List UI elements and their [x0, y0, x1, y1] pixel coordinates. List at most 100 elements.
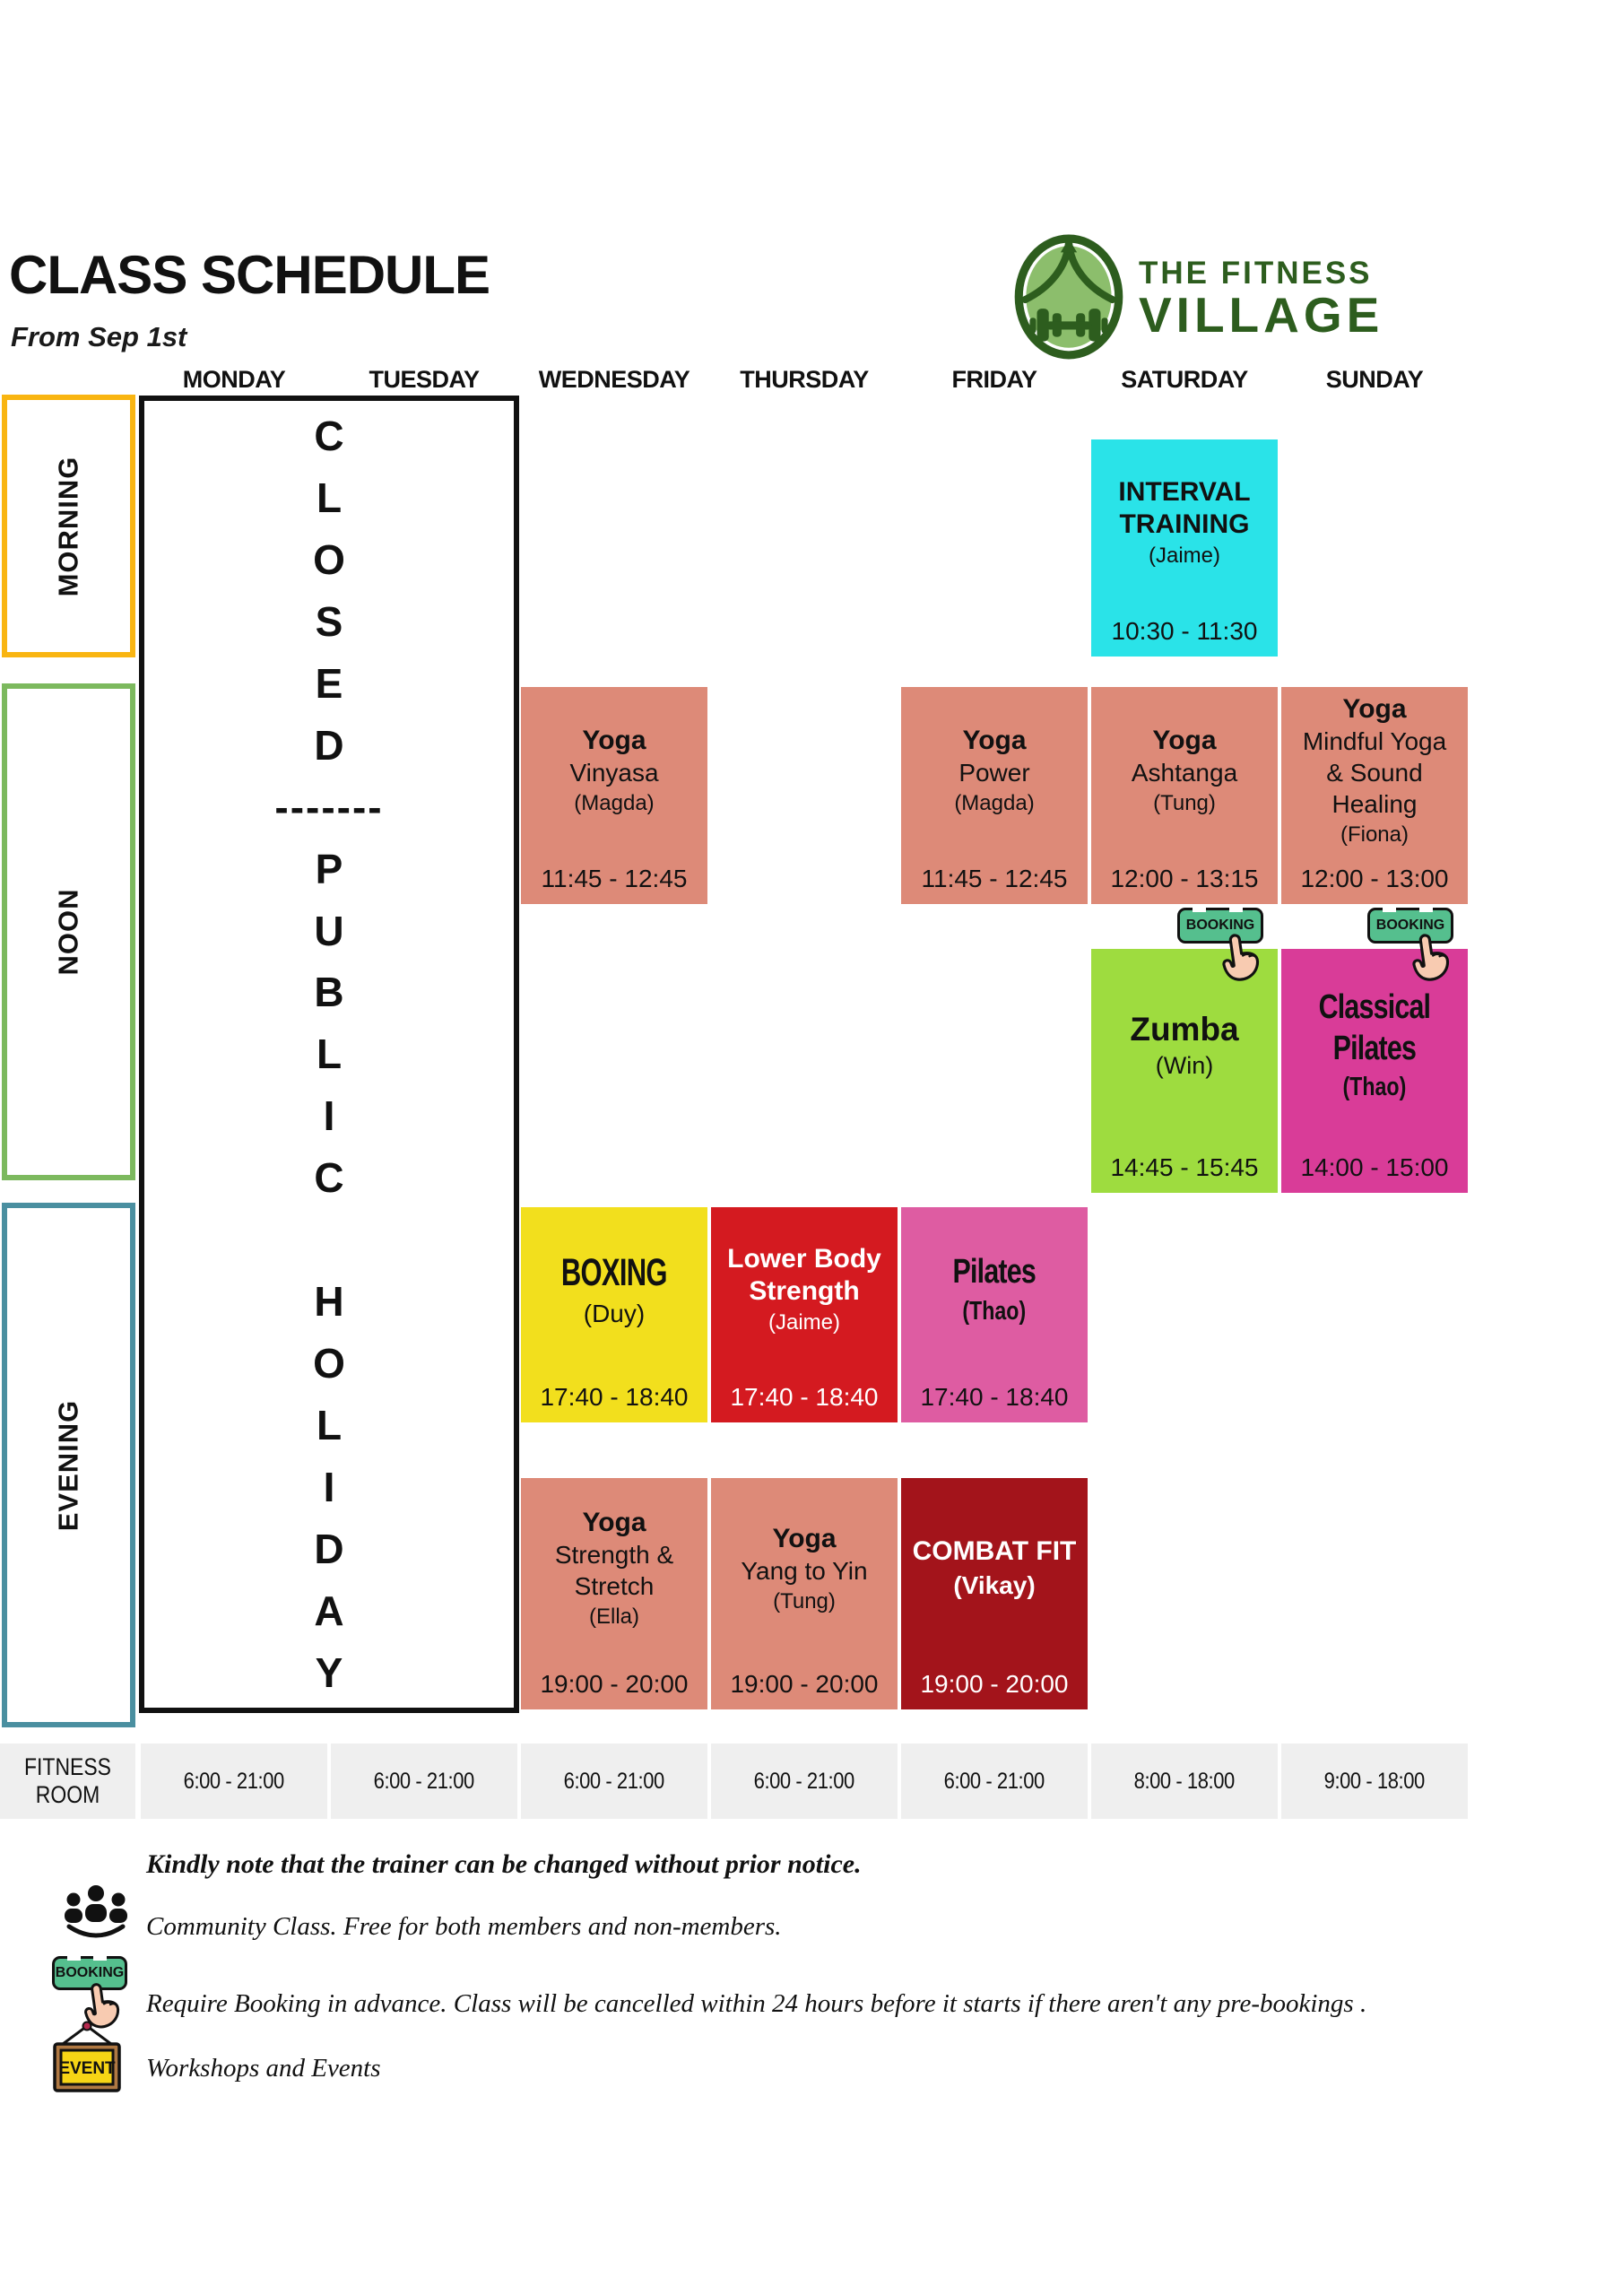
class-cell-evening2-thursday: Yoga Yang to Yin (Tung) 19:00 - 20:00 [711, 1478, 898, 1709]
logo: THE FITNESS VILLAGE [1011, 231, 1442, 366]
class-name: COMBAT FIT [912, 1536, 1077, 1567]
closed-block-letter: L [316, 1031, 343, 1078]
closed-block-letter: O [313, 1340, 345, 1387]
class-name: Yoga [1342, 693, 1407, 724]
day-header-tuesday: TUESDAY [369, 366, 480, 393]
fitness-room-time: 8:00 - 18:00 [1133, 1768, 1236, 1794]
tent-dumbbell-logo-icon [1011, 230, 1126, 368]
closed-block-letter: O [313, 535, 345, 583]
class-name: Lower Body Strength [727, 1244, 881, 1307]
class-name: BOXING [561, 1250, 668, 1294]
closed-block-letter: Y [315, 1648, 343, 1696]
class-time: 11:45 - 12:45 [541, 865, 688, 892]
trainer-change-note: Kindly note that the trainer can be chan… [146, 1849, 862, 1879]
fitness-room-hours-monday: 6:00 - 21:00 [141, 1744, 327, 1819]
class-time: 12:00 - 13:00 [1300, 865, 1449, 892]
class-cell-body: Yoga Mindful Yoga & Sound Healing (Fiona) [1303, 693, 1446, 850]
class-time: 10:30 - 11:30 [1111, 617, 1258, 645]
badge-notch [1193, 906, 1206, 912]
fitness-room-time: 9:00 - 18:00 [1323, 1768, 1426, 1794]
class-cell-body: BOXING (Duy) [541, 1250, 688, 1332]
community-people-icon [63, 1883, 129, 1951]
fitness-room-hours-tuesday: 6:00 - 21:00 [331, 1744, 517, 1819]
class-trainer: (Magda) [954, 790, 1035, 815]
class-trainer: (Vikay) [953, 1571, 1036, 1600]
class-cell-body: INTERVAL TRAINING (Jaime) [1118, 476, 1250, 571]
class-trainer: (Ella) [588, 1605, 639, 1630]
closed-block-letter: P [315, 845, 343, 892]
class-trainer: (Magda) [574, 790, 655, 815]
class-name: Yoga [1152, 725, 1217, 755]
class-cell-body: Yoga Power (Magda) [954, 725, 1034, 819]
class-name: Pilates [952, 1252, 1037, 1291]
class-time: 17:40 - 18:40 [540, 1383, 689, 1411]
pointer-hand-icon [75, 1978, 123, 2033]
class-time: 19:00 - 20:00 [540, 1670, 689, 1698]
class-cell-evening2-friday: COMBAT FIT (Vikay) 19:00 - 20:00 [901, 1478, 1088, 1709]
class-trainer: (Tung) [773, 1588, 836, 1613]
closed-block-letter: I [323, 1463, 335, 1510]
logo-line1: THE FITNESS [1139, 256, 1373, 291]
fitness-room-time: 6:00 - 21:00 [753, 1768, 855, 1794]
pointer-hand-icon [1213, 928, 1263, 986]
time-section-morning: MORNING [2, 395, 135, 657]
logo-wordmark: THE FITNESS VILLAGE [1139, 257, 1383, 340]
badge-notch [1229, 906, 1243, 912]
class-time: 19:00 - 20:00 [920, 1670, 1069, 1698]
class-trainer: (Tung) [1153, 790, 1216, 815]
class-cell-body: Pilates (Thao) [942, 1252, 1046, 1329]
class-subtitle: Ashtanga [1131, 758, 1238, 787]
class-cell-evening2-wednesday: Yoga Strength & Stretch (Ella) 19:00 - 20:0… [521, 1478, 707, 1709]
class-name: Yoga [582, 725, 646, 755]
booking-legend-text: Require Booking in advance. Class will b… [146, 1989, 1367, 2018]
badge-notch [1383, 906, 1396, 912]
class-name: Yoga [582, 1508, 646, 1538]
class-time: 11:45 - 12:45 [921, 865, 1068, 892]
class-time: 14:45 - 15:45 [1110, 1153, 1259, 1181]
closed-block-letter: L [316, 474, 343, 521]
closed-block-letter: H [314, 1278, 344, 1326]
fitness-room-hours-wednesday: 6:00 - 21:00 [521, 1744, 707, 1819]
class-trainer: (Fiona) [1340, 822, 1409, 847]
booking-badge: BOOKING [1177, 906, 1263, 944]
class-time: 17:40 - 18:40 [730, 1383, 879, 1411]
logo-line2: VILLAGE [1139, 287, 1384, 343]
closed-public-holiday-block: C L O S E D ------- P U B L I C H O L I D A Y [139, 396, 519, 1713]
fitness-room-time: 6:00 - 21:00 [183, 1768, 285, 1794]
fitness-room-hours-thursday: 6:00 - 21:00 [711, 1744, 898, 1819]
time-section-evening: EVENING [2, 1203, 135, 1727]
class-subtitle: Vinyasa [569, 758, 659, 787]
class-cell-body: Lower Body Strength (Jaime) [727, 1243, 881, 1338]
class-name: Yoga [772, 1523, 837, 1553]
day-header-wednesday: WEDNESDAY [538, 366, 690, 393]
class-subtitle: Yang to Yin [741, 1556, 868, 1585]
closed-block-letter: C [314, 413, 344, 459]
badge-notch [67, 1954, 81, 1961]
class-cell-noon-sunday: Yoga Mindful Yoga & Sound Healing (Fiona) 1… [1281, 687, 1468, 904]
class-cell-body: Classical Pilates (Thao) [1305, 987, 1444, 1106]
class-trainer: (Jaime) [768, 1310, 840, 1335]
class-time: 12:00 - 13:15 [1110, 865, 1259, 892]
class-trainer: (Jaime) [1148, 544, 1220, 569]
closed-block-letter: C [314, 1154, 344, 1202]
fitness-room-time: 6:00 - 21:00 [373, 1768, 475, 1794]
closed-block-letter: B [314, 969, 344, 1016]
closed-block-letter: U [314, 907, 344, 954]
page-title: CLASS SCHEDULE [9, 245, 490, 305]
closed-block-letter: D [314, 721, 344, 769]
class-subtitle: Power [958, 758, 1030, 787]
closed-block-letter: E [315, 659, 343, 707]
class-cell-noon-wednesday: Yoga Vinyasa (Magda) 11:45 - 12:45 [521, 687, 707, 904]
class-cell-evening1-friday: Pilates (Thao) 17:40 - 18:40 [901, 1207, 1088, 1422]
class-cell-morning-saturday: INTERVAL TRAINING (Jaime) 10:30 - 11:30 [1091, 439, 1278, 657]
class-cell-body: Zumba (Win) [1130, 1010, 1238, 1083]
day-header-sunday: SUNDAY [1325, 366, 1424, 393]
class-trainer: (Duy) [583, 1300, 646, 1328]
class-trainer: (Win) [1155, 1052, 1214, 1080]
day-header-monday: MONDAY [182, 366, 286, 393]
day-header-friday: FRIDAY [951, 366, 1037, 393]
class-name: Zumba [1130, 1010, 1239, 1048]
class-time: 14:00 - 15:00 [1300, 1153, 1449, 1181]
class-cell-evening1-thursday: Lower Body Strength (Jaime) 17:40 - 18:40 [711, 1207, 898, 1422]
